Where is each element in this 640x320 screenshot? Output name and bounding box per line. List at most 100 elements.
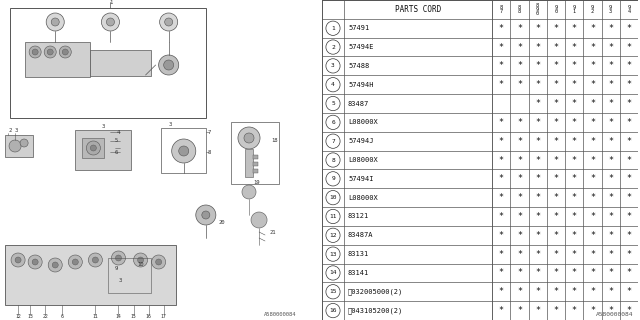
Text: *: * [590, 99, 595, 108]
Text: *: * [499, 156, 504, 164]
Text: 83487A: 83487A [348, 232, 374, 238]
Text: 4: 4 [331, 82, 335, 87]
Text: *: * [590, 250, 595, 259]
Text: *: * [572, 193, 577, 202]
Text: *: * [517, 193, 522, 202]
Text: *: * [590, 80, 595, 89]
Text: *: * [499, 231, 504, 240]
Text: *: * [590, 268, 595, 277]
Text: 18: 18 [271, 138, 278, 142]
Circle shape [15, 257, 21, 263]
Circle shape [244, 133, 254, 143]
Text: *: * [517, 61, 522, 70]
Text: 12: 12 [329, 233, 337, 238]
Bar [231, 122, 279, 184]
Text: 15: 15 [329, 289, 337, 294]
Text: *: * [572, 174, 577, 183]
Text: 10: 10 [329, 195, 337, 200]
Bar [90, 50, 150, 76]
Text: *: * [572, 268, 577, 277]
Circle shape [86, 141, 100, 155]
Text: 9: 9 [331, 176, 335, 181]
Bar [245, 149, 253, 177]
Bar [25, 42, 90, 77]
Bar [253, 162, 258, 166]
Text: *: * [517, 156, 522, 164]
Circle shape [115, 255, 122, 261]
Text: *: * [535, 193, 540, 202]
Bar [253, 155, 258, 159]
Circle shape [101, 13, 120, 31]
Text: *: * [499, 212, 504, 221]
Text: *: * [517, 212, 522, 221]
Text: *: * [590, 137, 595, 146]
Text: 2: 2 [8, 127, 12, 132]
Text: *: * [627, 137, 632, 146]
Text: L08000X: L08000X [348, 157, 378, 163]
Text: *: * [499, 287, 504, 296]
Circle shape [164, 18, 173, 26]
Text: *: * [590, 212, 595, 221]
Text: *: * [535, 24, 540, 33]
Text: 9
2: 9 2 [591, 5, 594, 14]
Text: *: * [590, 156, 595, 164]
Circle shape [62, 49, 68, 55]
Circle shape [238, 127, 260, 149]
Text: 16: 16 [329, 308, 337, 313]
Text: *: * [535, 268, 540, 277]
Text: 11: 11 [93, 314, 99, 318]
Text: 6: 6 [331, 120, 335, 125]
Circle shape [11, 253, 25, 267]
Circle shape [251, 212, 267, 228]
Text: *: * [627, 174, 632, 183]
Text: *: * [517, 287, 522, 296]
Text: 8: 8 [331, 157, 335, 163]
Text: *: * [608, 287, 613, 296]
Text: 13: 13 [28, 314, 33, 318]
Text: *: * [590, 174, 595, 183]
Text: *: * [590, 118, 595, 127]
Text: *: * [554, 174, 558, 183]
Text: *: * [608, 43, 613, 52]
Circle shape [138, 257, 143, 263]
Text: *: * [608, 250, 613, 259]
Circle shape [48, 258, 62, 272]
Circle shape [242, 185, 256, 199]
Circle shape [111, 251, 125, 265]
Text: *: * [499, 306, 504, 315]
Circle shape [47, 49, 53, 55]
Circle shape [134, 253, 148, 267]
Text: *: * [572, 156, 577, 164]
Text: *: * [535, 212, 540, 221]
Text: *: * [554, 118, 558, 127]
Text: *: * [627, 231, 632, 240]
Text: *: * [590, 287, 595, 296]
Text: 16: 16 [146, 314, 152, 318]
Text: 10: 10 [138, 261, 144, 267]
Text: 21: 21 [269, 229, 276, 235]
Text: 57488: 57488 [348, 63, 369, 69]
Circle shape [46, 13, 64, 31]
Text: PARTS CORD: PARTS CORD [395, 5, 441, 14]
Text: 8: 8 [207, 149, 211, 155]
Text: *: * [627, 61, 632, 70]
Circle shape [156, 259, 162, 265]
Text: 17: 17 [161, 314, 166, 318]
Text: *: * [590, 231, 595, 240]
Text: 9: 9 [115, 266, 118, 270]
Text: *: * [608, 231, 613, 240]
Text: 6: 6 [115, 149, 118, 155]
Text: *: * [608, 212, 613, 221]
Text: 12: 12 [15, 314, 21, 318]
Text: *: * [627, 212, 632, 221]
Text: *: * [608, 61, 613, 70]
Text: 83131: 83131 [348, 251, 369, 257]
Text: *: * [608, 137, 613, 146]
Circle shape [52, 262, 58, 268]
Text: *: * [517, 268, 522, 277]
Text: 3: 3 [169, 123, 172, 127]
Text: *: * [572, 137, 577, 146]
Text: 83141: 83141 [348, 270, 369, 276]
Text: 15: 15 [131, 314, 136, 318]
Text: *: * [499, 61, 504, 70]
